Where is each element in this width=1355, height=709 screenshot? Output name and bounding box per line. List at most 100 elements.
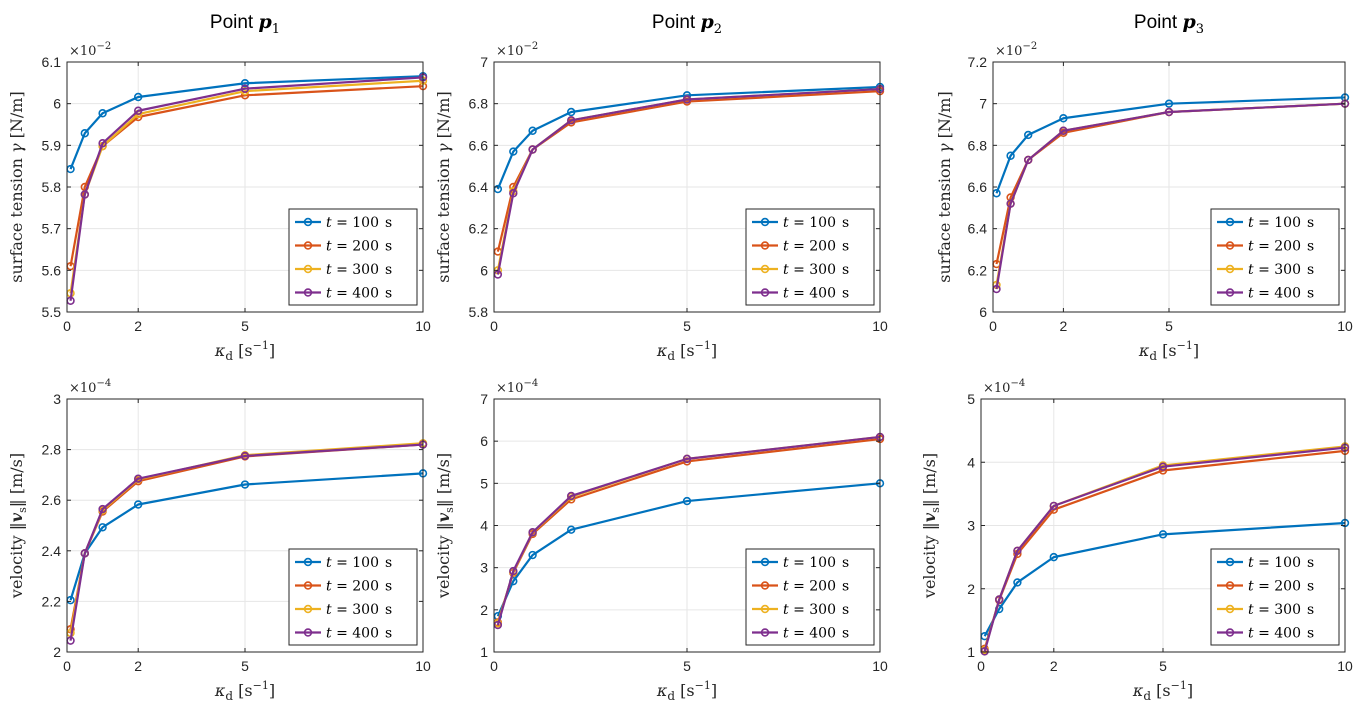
legend-swatch-marker: [760, 557, 770, 567]
x-tick-label: 0: [63, 658, 71, 674]
legend-entry: t = 100 s: [1248, 215, 1314, 231]
y-tick-label: 2.2: [42, 593, 62, 609]
data-point: [80, 549, 90, 558]
legend-swatch-marker: [303, 288, 313, 297]
legend-swatch-marker: [760, 581, 770, 590]
legend-swatch-marker: [1225, 288, 1235, 297]
x-tick-label: 10: [1337, 658, 1353, 674]
data-point: [80, 190, 90, 199]
y-tick-label: 6.4: [968, 221, 988, 237]
y-axis-label: surface tension γ [N/m]: [7, 91, 26, 282]
legend-swatch-marker: [760, 288, 770, 297]
y-tick-label: 5.8: [42, 179, 62, 195]
x-tick-label: 5: [683, 658, 691, 674]
data-point: [98, 109, 107, 118]
legend-entry: t = 300 s: [326, 602, 392, 618]
legend-entry: t = 400 s: [326, 286, 392, 302]
data-point: [1049, 552, 1059, 562]
legend-entry: t = 200 s: [1248, 579, 1314, 595]
y-tick-label: 6: [480, 262, 488, 278]
x-tick-label: 10: [415, 318, 431, 334]
data-point: [1023, 155, 1033, 165]
y-tick-label: 2: [480, 602, 488, 618]
y-tick-label: 6.8: [968, 137, 988, 153]
legend-entry: t = 400 s: [783, 626, 849, 642]
legend-entry: t = 200 s: [783, 579, 849, 595]
data-point: [134, 500, 143, 509]
x-tick-label: 10: [872, 658, 888, 674]
legend-swatch-marker: [303, 264, 313, 274]
data-point: [1013, 546, 1022, 555]
data-point: [994, 595, 1004, 604]
series-line-t100: [496, 482, 881, 617]
legend-swatch-marker: [303, 241, 313, 250]
y-exponent-label: ×10−2: [69, 41, 111, 59]
data-point: [528, 550, 537, 560]
series-line-t400: [69, 443, 424, 641]
legend-swatch-marker: [760, 628, 770, 637]
legend-swatch-marker: [760, 264, 770, 274]
y-exponent-label: ×10−4: [496, 378, 538, 396]
x-tick-label: 5: [1159, 658, 1167, 674]
y-tick-label: 6: [53, 96, 61, 112]
data-point: [80, 129, 90, 138]
x-tick-label: 2: [134, 658, 142, 674]
data-point: [134, 106, 143, 115]
legend-entry: t = 400 s: [783, 286, 849, 302]
x-axis-label: κd [s−1]: [214, 339, 275, 363]
y-tick-label: 3: [480, 560, 488, 576]
legend-swatch-marker: [1225, 241, 1235, 250]
legend-entry: t = 200 s: [783, 239, 849, 255]
legend-entry: t = 300 s: [1248, 262, 1314, 278]
x-axis-label: κd [s−1]: [656, 679, 717, 703]
chart-title: Point p1: [210, 11, 280, 37]
x-tick-label: 5: [683, 318, 691, 334]
legend-entry: t = 100 s: [783, 215, 849, 231]
data-point: [528, 126, 537, 135]
data-point: [1049, 501, 1059, 511]
y-tick-label: 6.2: [968, 262, 988, 278]
y-tick-label: 5.5: [42, 304, 62, 320]
x-tick-label: 10: [872, 318, 888, 334]
data-point: [682, 454, 692, 464]
legend-entry: t = 300 s: [1248, 602, 1314, 618]
y-axis-label: velocity ‖vs‖ [m/s]: [920, 453, 942, 599]
data-point: [98, 139, 107, 148]
legend-entry: t = 100 s: [326, 555, 392, 571]
data-point: [1013, 578, 1022, 587]
y-tick-label: 5.9: [42, 137, 62, 153]
legend-entry: t = 200 s: [326, 239, 392, 255]
y-tick-label: 2.4: [42, 543, 62, 559]
data-point: [134, 474, 143, 483]
x-tick-label: 0: [490, 658, 498, 674]
legend-entry: t = 400 s: [326, 626, 392, 642]
legend-swatch-marker: [760, 241, 770, 250]
legend-entry: t = 200 s: [326, 579, 392, 595]
data-point: [1006, 151, 1015, 160]
series-line-t400: [496, 87, 881, 275]
legend-entry: t = 300 s: [783, 602, 849, 618]
chart-panel-6: 0 2 5 10 1 2 3 4 5 ×10−4 κd [s−1] velocity ‖vs‖ [m/…: [920, 378, 1353, 703]
y-tick-label: 6.4: [469, 179, 489, 195]
y-tick-label: 6: [480, 433, 488, 449]
x-axis-label: κd [s−1]: [214, 679, 275, 703]
y-axis-label: surface tension γ [N/m]: [935, 91, 954, 282]
x-tick-label: 0: [63, 318, 71, 334]
data-point: [1158, 530, 1168, 539]
x-tick-label: 0: [490, 318, 498, 334]
legend-swatch-marker: [303, 557, 313, 567]
legend-swatch-marker: [303, 604, 313, 614]
y-tick-label: 1: [480, 644, 488, 660]
y-tick-label: 4: [480, 518, 488, 534]
data-point: [566, 107, 576, 117]
y-tick-label: 7.2: [968, 54, 988, 70]
series-line-t400: [69, 76, 424, 301]
y-exponent-label: ×10−2: [496, 41, 538, 59]
legend-swatch-marker: [1225, 628, 1235, 637]
legend-swatch-marker: [1225, 264, 1235, 274]
legend-entry: t = 400 s: [1248, 626, 1314, 642]
